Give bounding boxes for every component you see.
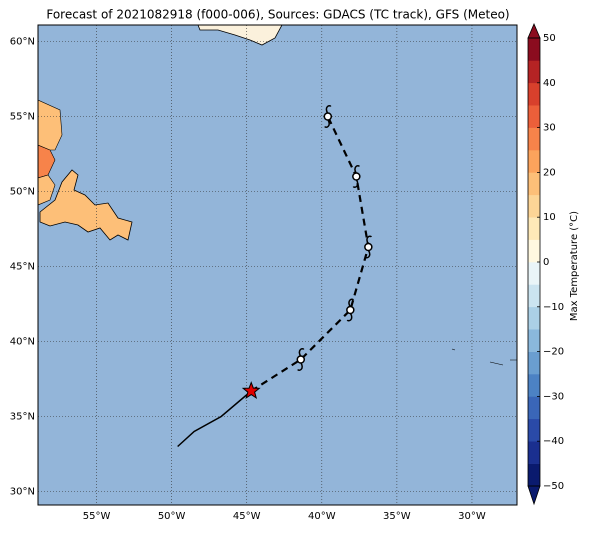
- lat-label: 50°N: [10, 187, 35, 198]
- colorbar-band: [528, 329, 540, 352]
- colorbar-band: [528, 150, 540, 173]
- newfoundland: [39, 169, 133, 241]
- storm-symbol: [323, 105, 333, 128]
- colorbar-band: [528, 38, 540, 61]
- colorbar-tick-label: −30: [543, 391, 564, 402]
- lat-label: 45°N: [10, 262, 35, 273]
- land: [38, 25, 517, 366]
- colorbar-label: Max Temperature (°C): [569, 211, 580, 321]
- forecast-track: [250, 116, 370, 392]
- colorbar-band: [528, 105, 540, 128]
- colorbar-tick-label: −10: [543, 302, 564, 313]
- storm-symbol: [364, 235, 373, 259]
- lat-label: 30°N: [10, 487, 35, 498]
- colorbar-band: [528, 396, 540, 420]
- lat-label: 55°N: [10, 112, 35, 123]
- map-frame: [37, 24, 518, 506]
- storm-eye: [296, 355, 306, 364]
- colorbar-band: [528, 351, 540, 375]
- storm-symbol: [352, 165, 361, 188]
- colorbar-band: [528, 441, 540, 464]
- colorbar-tick-label: −40: [543, 436, 564, 447]
- colorbar-band: [528, 82, 540, 106]
- colorbar-band: [528, 306, 540, 330]
- colorbar-tick-label: −20: [543, 347, 564, 358]
- azores: [451, 348, 517, 366]
- labrador: [38, 99, 63, 151]
- lon-label: 50°W: [158, 511, 186, 522]
- ocean: [38, 25, 517, 505]
- colorbar-band: [528, 194, 540, 218]
- colorbar-band: [528, 284, 540, 308]
- colorbar-band: [528, 172, 540, 196]
- colorbar-tick-label: 40: [543, 78, 556, 89]
- storm-symbol: [346, 298, 355, 322]
- colorbar-band: [528, 239, 540, 263]
- colorbar-band: [528, 60, 540, 84]
- storm-eye: [323, 112, 333, 121]
- current-position: [241, 381, 261, 400]
- storm-arm: [352, 165, 361, 188]
- greenland: [197, 25, 283, 46]
- storm-eye: [364, 242, 373, 252]
- lat-label: 40°N: [10, 337, 35, 348]
- colorbar-band: [528, 463, 540, 487]
- lon-label: 35°W: [383, 511, 411, 522]
- colorbar-band: [528, 217, 540, 240]
- storm-eye: [352, 172, 361, 181]
- colorbar-extend-high: [527, 22, 541, 39]
- colorbar-band: [528, 262, 540, 285]
- colorbar-tick-label: −50: [543, 481, 564, 492]
- colorbar-tick-label: 10: [543, 212, 556, 223]
- lat-label: 60°N: [10, 37, 35, 48]
- past-track: [177, 390, 252, 448]
- storm-arm: [364, 235, 373, 259]
- colorbar-tick-label: 20: [543, 167, 556, 178]
- colorbar-band: [528, 374, 540, 397]
- colorbar-band: [528, 418, 540, 442]
- colorbar-extend-low: [527, 485, 541, 506]
- title: Forecast of 2021082918 (f000-006), Sourc…: [46, 8, 509, 22]
- storm-eye: [346, 305, 355, 315]
- lat-label: 35°N: [10, 412, 35, 423]
- colorbar-tick-label: 50: [543, 33, 556, 44]
- lon-label: 45°W: [233, 511, 261, 522]
- storm-arm: [346, 298, 354, 322]
- lon-label: 55°W: [83, 511, 111, 522]
- labrador-south: [38, 174, 56, 206]
- colorbar-tick-label: 30: [543, 123, 556, 134]
- storm-symbol: [296, 348, 306, 371]
- colorbar-tick-label: 0: [543, 257, 549, 268]
- storm-arm: [297, 348, 305, 371]
- storm-arm: [324, 105, 332, 128]
- colorbar-band: [528, 127, 540, 151]
- lon-label: 30°W: [458, 511, 486, 522]
- lon-label: 40°W: [308, 511, 336, 522]
